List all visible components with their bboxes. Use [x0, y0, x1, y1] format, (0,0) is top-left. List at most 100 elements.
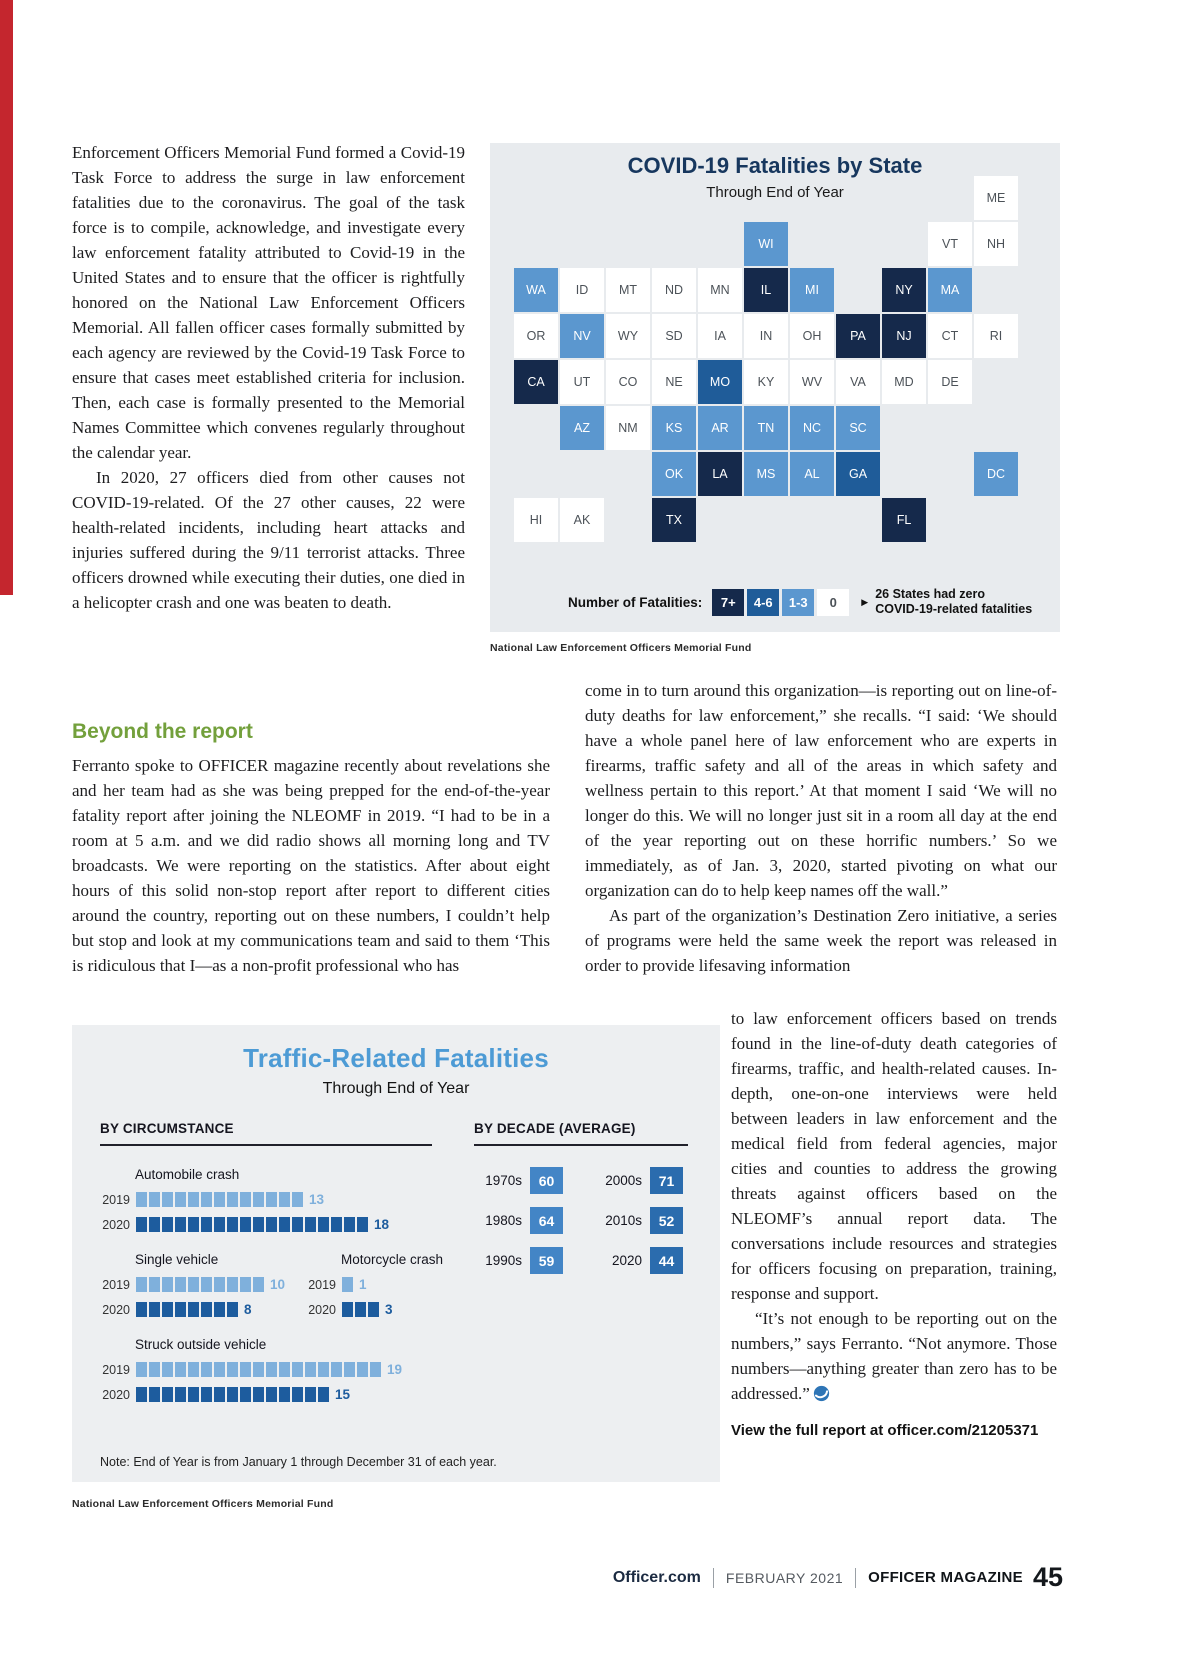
decade-row-1970s: 1970s 60 [474, 1167, 563, 1194]
bar-segment [266, 1192, 277, 1207]
bar-segment [253, 1277, 264, 1292]
bar-segment [136, 1387, 147, 1402]
bar-segment [149, 1277, 160, 1292]
bar-segment [292, 1192, 303, 1207]
traffic-chart-subtitle: Through End of Year [322, 1080, 470, 1097]
bar-segment [214, 1387, 225, 1402]
decade-label: 1970s [485, 1173, 522, 1188]
by-decade-header: BY DECADE (AVERAGE) [474, 1121, 636, 1136]
state-tile-sc: SC [836, 406, 880, 450]
bar-segment [149, 1217, 160, 1232]
decade-label: 2010s [605, 1213, 642, 1228]
bar-segment [279, 1387, 290, 1402]
bar-segment [175, 1362, 186, 1377]
decade-col-right: 2000s 71 2010s 52 2020 44 [594, 1167, 683, 1287]
state-tile-mo: MO [698, 360, 742, 404]
bar-row-2020: 2020 8 [97, 1297, 285, 1322]
state-tile-sd: SD [652, 314, 696, 358]
bar-row-2019: 2019 19 [97, 1357, 402, 1382]
state-tile-wy: WY [606, 314, 650, 358]
legend-label: Number of Fatalities: [568, 594, 703, 610]
report-link[interactable]: View the full report at officer.com/2120… [731, 1422, 1039, 1439]
bar-segment [201, 1277, 212, 1292]
state-tile-ut: UT [560, 360, 604, 404]
traffic-chart-panel: Traffic-Related Fatalities Through End o… [72, 1025, 720, 1482]
bar-segment [162, 1302, 173, 1317]
state-tile-ny: NY [882, 268, 926, 312]
footer-divider [855, 1567, 857, 1588]
decade-label: 2020 [611, 1253, 642, 1268]
bar-segment [292, 1217, 303, 1232]
bar-group-motorcycle-crash: Motorcycle crash 2019 1 2020 3 [303, 1252, 443, 1322]
footer-site: Officer.com [612, 1568, 701, 1586]
state-tile-mn: MN [698, 268, 742, 312]
bar-segment [201, 1387, 212, 1402]
page-edge-accent-bar [0, 0, 13, 595]
state-tile-me: ME [974, 176, 1018, 220]
covid-map-subtitle: Through End of Year [706, 184, 844, 201]
bar-segment [266, 1387, 277, 1402]
state-tile-va: VA [836, 360, 880, 404]
state-tile-dc: DC [974, 452, 1018, 496]
article-paragraph: In 2020, 27 officers died from other cau… [72, 468, 465, 612]
bar-segment [227, 1217, 238, 1232]
bar-row-2020: 2020 3 [303, 1297, 443, 1322]
decade-label: 1980s [485, 1213, 522, 1228]
bar-segment [240, 1277, 251, 1292]
decade-row-1990s: 1990s 59 [474, 1247, 563, 1274]
decade-value-badge: 60 [530, 1167, 563, 1194]
bar-segment [240, 1192, 251, 1207]
bar-segment [162, 1192, 173, 1207]
bar-segment [175, 1192, 186, 1207]
legend-swatch-1-3: 1-3 [782, 588, 815, 616]
bar-segment [214, 1217, 225, 1232]
map-legend-swatches: 7+ 4-6 1-3 0 [712, 588, 850, 616]
article-paragraph: As part of the organization’s Destinatio… [585, 906, 1057, 975]
bar-segment [162, 1387, 173, 1402]
state-tile-co: CO [606, 360, 650, 404]
bar-segment [331, 1217, 342, 1232]
state-tile-la: LA [698, 452, 742, 496]
bar-segment [136, 1302, 147, 1317]
covid-map-panel: COVID-19 Fatalities by State Through End… [490, 143, 1060, 632]
bar-value: 15 [335, 1387, 351, 1402]
decade-value-badge: 52 [650, 1207, 683, 1234]
bar-segment [318, 1362, 329, 1377]
article-paragraph: come in to turn around this organization… [585, 681, 1057, 900]
year-label: 2019 [308, 1277, 336, 1292]
bar-segment [240, 1387, 251, 1402]
state-tile-ri: RI [974, 314, 1018, 358]
article-quote-paragraph: “It’s not enough to be reporting out on … [731, 1306, 1057, 1406]
state-tile-nm: NM [606, 406, 650, 450]
bar-segment [175, 1217, 186, 1232]
bar-value: 19 [387, 1362, 403, 1377]
bar-segment [227, 1362, 238, 1377]
legend-swatch-0: 0 [817, 588, 850, 616]
bar-segment [214, 1277, 225, 1292]
bar-segment [342, 1302, 353, 1317]
bar-segment [253, 1387, 264, 1402]
page-footer: Officer.com FEBRUARY 2021 OFFICER MAGAZI… [613, 1562, 1063, 1593]
state-tile-ky: KY [744, 360, 788, 404]
by-circumstance-header: BY CIRCUMSTANCE [100, 1121, 234, 1136]
year-label: 2020 [102, 1302, 130, 1317]
segmented-bar [136, 1387, 329, 1402]
bar-segment [214, 1362, 225, 1377]
bar-segment [227, 1302, 238, 1317]
article-column-3: to law enforcement officers based on tre… [731, 1006, 1057, 1443]
bar-segment [292, 1362, 303, 1377]
bar-segment [240, 1362, 251, 1377]
state-tile-ca: CA [514, 360, 558, 404]
bar-group-label: Single vehicle [135, 1252, 219, 1267]
bar-segment [279, 1192, 290, 1207]
article-paragraph: to law enforcement officers based on tre… [731, 1009, 1057, 1303]
legend-note-line2: COVID-19-related fatalities [875, 602, 1033, 616]
bar-segment [227, 1277, 238, 1292]
year-label: 2019 [102, 1192, 130, 1207]
state-tile-wv: WV [790, 360, 834, 404]
article-column-2: come in to turn around this organization… [585, 678, 1057, 978]
year-label: 2019 [102, 1277, 130, 1292]
bar-segment [175, 1387, 186, 1402]
state-tile-nd: ND [652, 268, 696, 312]
bar-segment [266, 1217, 277, 1232]
